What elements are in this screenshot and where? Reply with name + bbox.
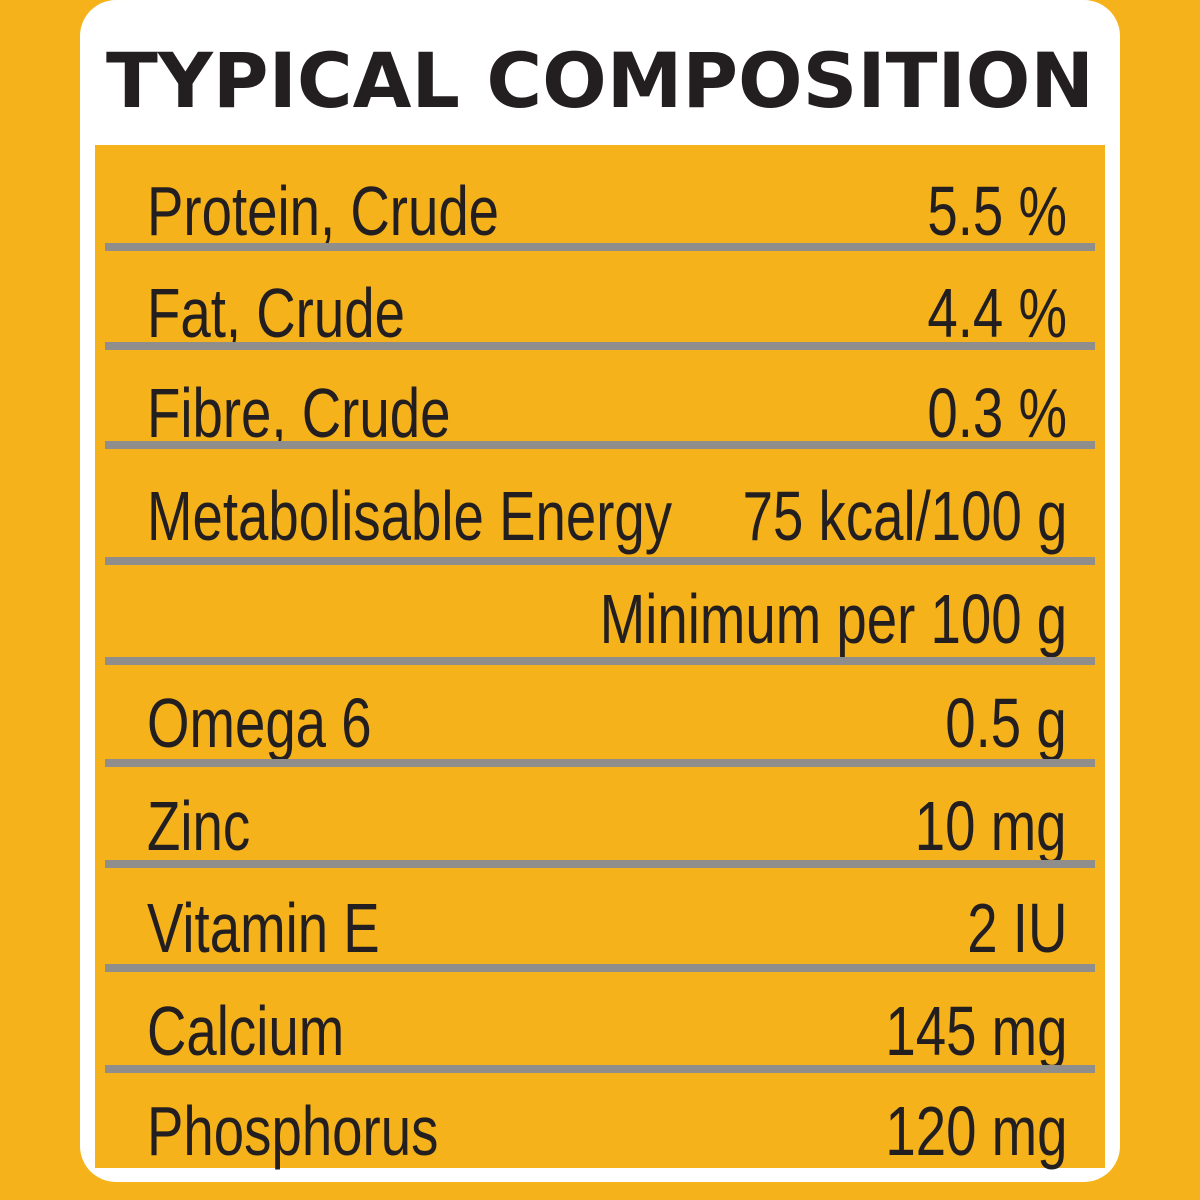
table-row: Omega 6 0.5 g (95, 677, 1105, 767)
nutrient-value: 2 IU (966, 889, 1067, 967)
table-row: Minimum per 100 g (95, 573, 1105, 663)
nutrient-label: Calcium (147, 992, 345, 1070)
table-row: Phosphorus 120 mg (95, 1085, 1105, 1175)
table-row: Fat, Crude 4.4 % (95, 267, 1105, 357)
row-divider (105, 657, 1095, 665)
nutrient-value: 5.5 % (927, 172, 1067, 250)
row-divider (105, 860, 1095, 868)
table-row: Metabolisable Energy 75 kcal/100 g (95, 470, 1105, 560)
table-row: Fibre, Crude 0.3 % (95, 367, 1105, 457)
nutrient-label: Fibre, Crude (147, 374, 451, 452)
nutrient-label: Fat, Crude (147, 274, 405, 352)
section-heading: Minimum per 100 g (599, 580, 1067, 658)
nutrient-value: 0.5 g (945, 684, 1067, 762)
row-divider (105, 342, 1095, 350)
nutrient-value: 4.4 % (927, 274, 1067, 352)
table-row: Zinc 10 mg (95, 780, 1105, 870)
row-divider (105, 1065, 1095, 1073)
row-divider (105, 243, 1095, 251)
table-row: Vitamin E 2 IU (95, 882, 1105, 972)
nutrient-value: 145 mg (884, 992, 1067, 1070)
composition-title: TYPICAL COMPOSITION (106, 36, 1094, 125)
table-row: Calcium 145 mg (95, 985, 1105, 1075)
row-divider (105, 964, 1095, 972)
nutrient-value: 10 mg (915, 787, 1067, 865)
nutrient-value: 120 mg (884, 1092, 1067, 1170)
table-row: Protein, Crude 5.5 % (95, 165, 1105, 255)
row-divider (105, 759, 1095, 767)
nutrient-label: Zinc (147, 787, 251, 865)
nutrient-label: Vitamin E (147, 889, 380, 967)
composition-table: Protein, Crude 5.5 % Fat, Crude 4.4 % Fi… (95, 145, 1105, 1170)
nutrient-value: 0.3 % (927, 374, 1067, 452)
nutrient-value: 75 kcal/100 g (742, 477, 1067, 555)
nutrient-label: Omega 6 (147, 684, 372, 762)
nutrient-label: Protein, Crude (147, 172, 500, 250)
row-divider (105, 557, 1095, 565)
nutrient-label: Phosphorus (147, 1092, 439, 1170)
nutrient-label: Metabolisable Energy (147, 477, 673, 555)
row-divider (105, 441, 1095, 449)
